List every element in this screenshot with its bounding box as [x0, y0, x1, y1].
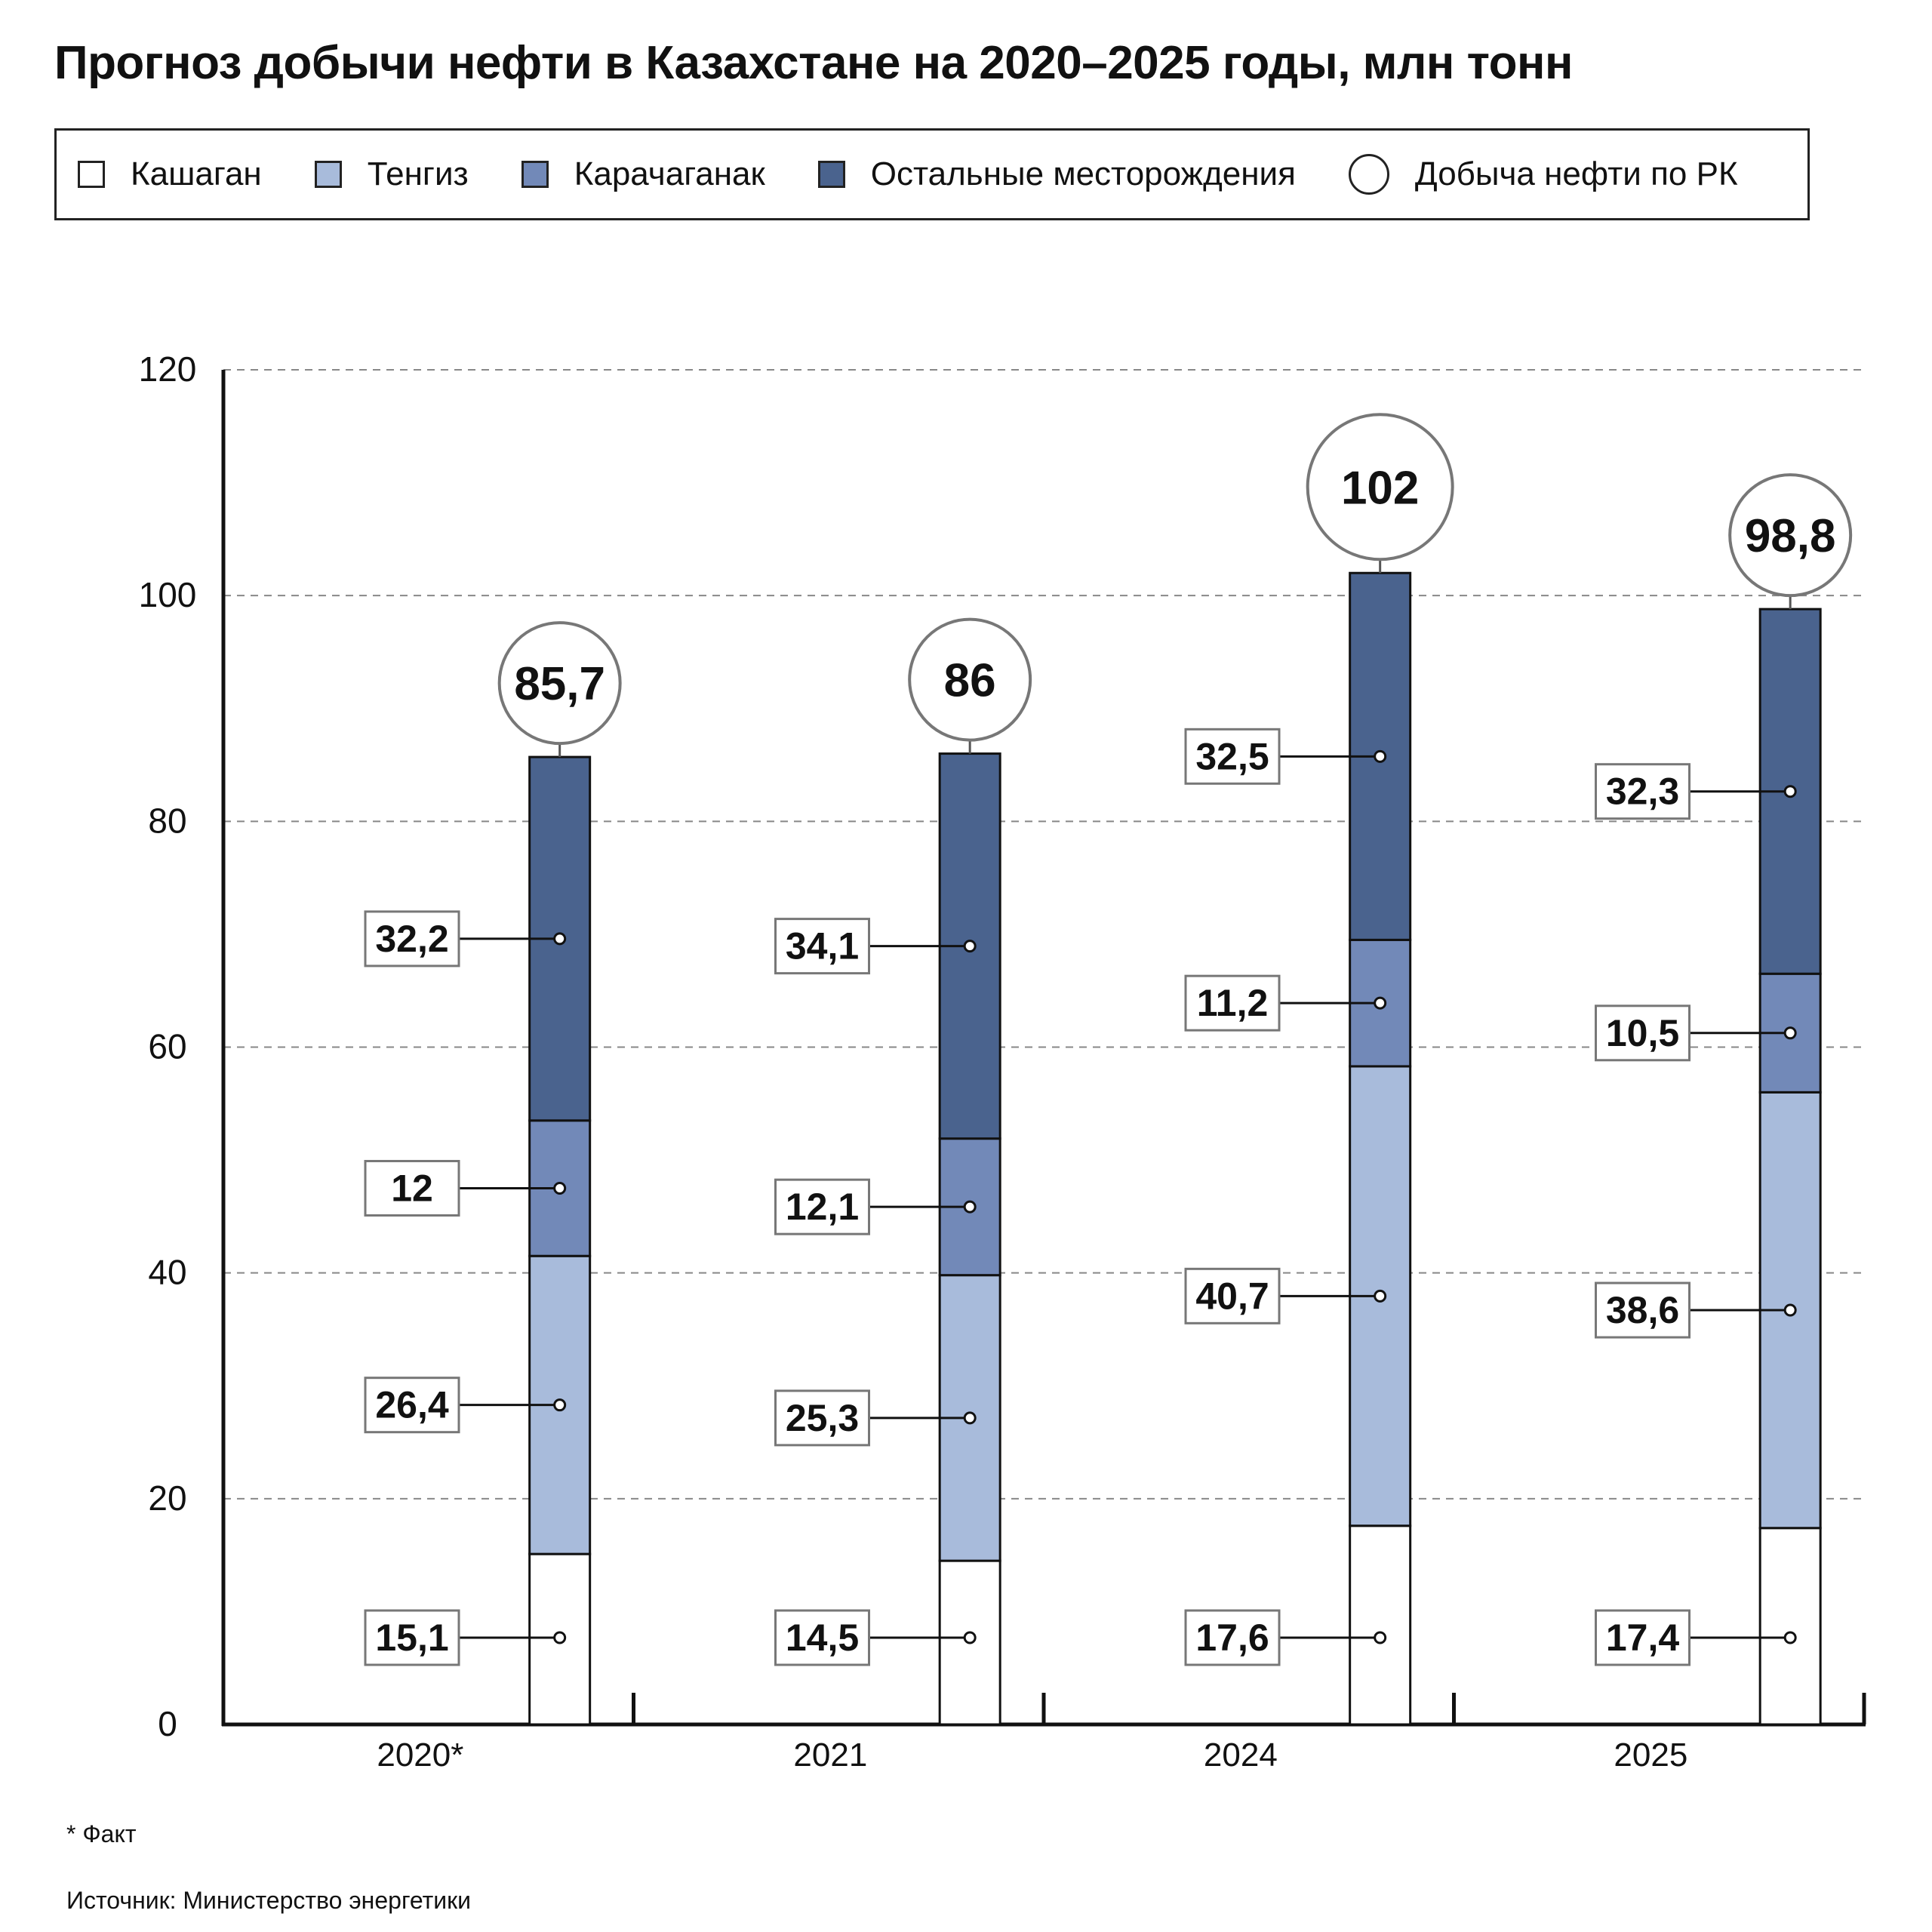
value-label-box-3-2024: [1184, 728, 1281, 785]
value-label-2-2020: 12: [391, 1167, 433, 1209]
legend-label-kashagan: Кашаган: [131, 155, 262, 192]
value-label-3-2020: 32,2: [375, 918, 448, 960]
total-circle-2020: [497, 621, 622, 746]
value-label-box-3-2020: [364, 910, 460, 968]
legend-swatch-karachaganak: [521, 161, 549, 188]
total-circle-2024: [1306, 413, 1454, 561]
leader-dot-3-2024: [1374, 749, 1387, 763]
value-label-box-2-2020: [364, 1159, 460, 1217]
total-label-2020: 85,7: [514, 658, 605, 710]
legend-swatch-kashagan: [78, 161, 105, 188]
value-label-0-2020: 15,1: [375, 1617, 448, 1659]
leader-dot-1-2021: [963, 1411, 977, 1425]
bar-segment-0-2025: [1758, 1527, 1822, 1726]
legend-label-tengiz: Тенгиз: [367, 155, 469, 192]
leader-dot-3-2025: [1783, 785, 1797, 798]
value-label-box-1-2021: [774, 1389, 871, 1447]
legend-item-total: Добыча нефти по РК: [1348, 154, 1738, 195]
legend-swatch-other-fields: [817, 161, 845, 188]
legend-item-kashagan: Кашаган: [78, 155, 262, 193]
bar-segment-0-2024: [1349, 1524, 1412, 1726]
total-label-2024: 102: [1341, 462, 1419, 514]
y-tick-label-0: 0: [158, 1704, 177, 1743]
x-tick-label-2024: 2024: [1204, 1737, 1278, 1774]
value-label-box-0-2020: [364, 1609, 460, 1666]
y-tick-label-80: 80: [148, 801, 186, 840]
value-label-0-2025: 17,4: [1606, 1617, 1680, 1659]
x-tick-label-2025: 2025: [1614, 1737, 1687, 1774]
leader-dot-0-2025: [1783, 1631, 1797, 1644]
value-label-box-1-2025: [1595, 1281, 1691, 1339]
y-tick-label-100: 100: [139, 575, 197, 614]
value-label-3-2021: 34,1: [786, 925, 859, 968]
value-label-3-2024: 32,5: [1195, 735, 1269, 777]
leader-dot-3-2020: [553, 932, 567, 946]
value-label-1-2021: 25,3: [786, 1397, 859, 1439]
leader-dot-2-2020: [553, 1181, 567, 1195]
legend-circle-total: [1348, 154, 1389, 195]
leader-dot-2-2025: [1783, 1026, 1797, 1040]
leader-dot-1-2020: [553, 1398, 567, 1412]
leader-dot-2-2024: [1374, 996, 1387, 1010]
legend-swatch-tengiz: [314, 161, 342, 188]
value-label-box-1-2024: [1184, 1267, 1281, 1324]
legend-label-other-fields: Остальные месторождения: [870, 155, 1296, 192]
legend-label-karachaganak: Карачаганак: [574, 155, 765, 192]
value-label-box-0-2024: [1184, 1609, 1281, 1666]
y-tick-label-120: 120: [139, 349, 197, 389]
leader-dot-2-2021: [963, 1200, 977, 1214]
x-tick-label-2021: 2021: [793, 1737, 867, 1774]
y-tick-label-60: 60: [148, 1027, 186, 1066]
value-label-2-2021: 12,1: [786, 1186, 859, 1228]
value-label-box-0-2021: [774, 1609, 871, 1666]
leader-dot-1-2024: [1374, 1289, 1387, 1303]
value-label-2-2024: 11,2: [1197, 982, 1269, 1024]
footnote: * Факт: [66, 1820, 137, 1847]
leader-dot-0-2020: [553, 1631, 567, 1644]
y-tick-label-40: 40: [148, 1253, 186, 1292]
value-label-box-2-2025: [1595, 1004, 1691, 1062]
value-label-box-3-2025: [1595, 763, 1691, 820]
value-label-box-2-2024: [1184, 974, 1281, 1032]
legend-item-tengiz: Тенгиз: [314, 155, 469, 193]
value-label-box-2-2021: [774, 1178, 871, 1235]
legend-item-other-fields: Остальные месторождения: [817, 155, 1296, 193]
total-circle-2025: [1728, 473, 1853, 598]
value-label-2-2025: 10,5: [1606, 1012, 1679, 1054]
value-label-0-2024: 17,6: [1195, 1617, 1269, 1659]
legend-label-total: Добыча нефти по РК: [1414, 155, 1738, 192]
value-label-box-1-2020: [364, 1377, 460, 1434]
value-label-box-0-2025: [1595, 1609, 1691, 1666]
legend-item-karachaganak: Карачаганак: [521, 155, 765, 193]
value-label-3-2025: 32,3: [1606, 771, 1679, 813]
value-label-0-2021: 14,5: [786, 1617, 859, 1659]
total-circle-2021: [908, 617, 1032, 742]
source-note: Источник: Министерство энергетики: [66, 1887, 472, 1914]
chart-title: Прогноз добычи нефти в Казахстане на 202…: [54, 37, 1573, 89]
value-label-1-2020: 26,4: [375, 1384, 449, 1426]
total-label-2021: 86: [944, 655, 996, 707]
total-label-2025: 98,8: [1745, 510, 1836, 562]
leader-dot-3-2021: [963, 940, 977, 953]
legend: Кашаган Тенгиз Карачаганак Остальные мес…: [54, 128, 1810, 220]
value-label-1-2025: 38,6: [1606, 1289, 1679, 1331]
leader-dot-1-2025: [1783, 1303, 1797, 1317]
leader-dot-0-2024: [1374, 1631, 1387, 1644]
leader-dot-0-2021: [963, 1631, 977, 1644]
value-label-1-2024: 40,7: [1195, 1275, 1269, 1317]
x-tick-label-2020: 2020*: [377, 1737, 463, 1774]
value-label-box-3-2021: [774, 918, 871, 975]
y-tick-label-20: 20: [148, 1478, 186, 1518]
